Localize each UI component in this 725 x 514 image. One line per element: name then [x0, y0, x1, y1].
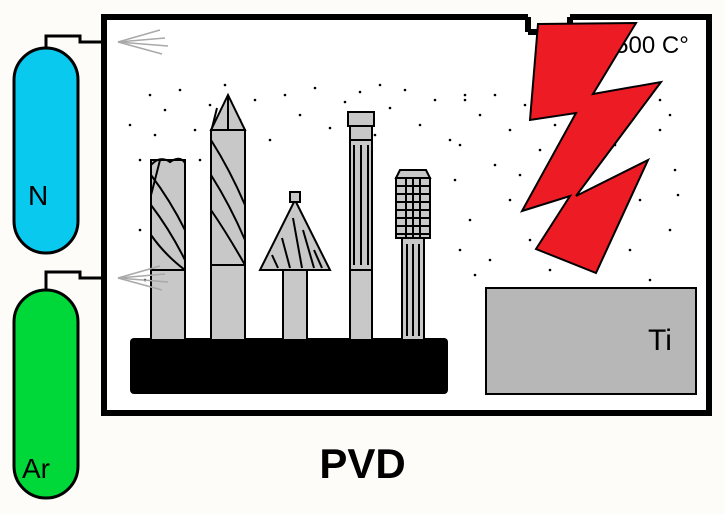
- reamer-tool: [348, 112, 374, 340]
- end-mill-tool: [151, 159, 185, 340]
- ti-label: Ti: [648, 324, 672, 357]
- process-title: PVD: [0, 440, 725, 488]
- tool-base: [130, 338, 448, 394]
- twist-drill-tool: [211, 95, 245, 340]
- tap-tool: [396, 170, 430, 340]
- nitrogen-label: N: [28, 180, 48, 211]
- nitrogen-cylinder: N: [14, 36, 104, 253]
